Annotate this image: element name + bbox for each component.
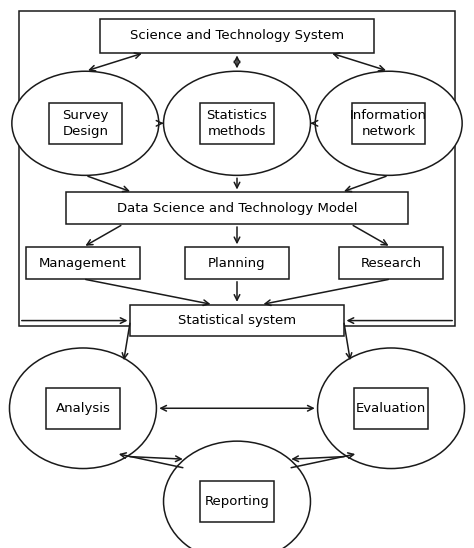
Text: Analysis: Analysis [55,402,110,415]
Bar [130,305,344,336]
Bar [100,19,374,53]
Bar [19,11,455,326]
Ellipse shape [318,348,465,469]
Bar [66,192,408,224]
Text: Survey
Design: Survey Design [62,109,109,138]
Text: Management: Management [39,256,127,270]
Bar [339,247,443,279]
Bar [200,103,274,144]
Ellipse shape [9,348,156,469]
Bar [185,247,289,279]
Text: Planning: Planning [208,256,266,270]
Text: Data Science and Technology Model: Data Science and Technology Model [117,202,357,215]
Text: Research: Research [361,256,421,270]
Bar [48,103,122,144]
Bar [46,388,119,429]
Ellipse shape [12,71,159,175]
Text: Reporting: Reporting [205,495,269,508]
Text: Statistical system: Statistical system [178,314,296,327]
Text: Information
network: Information network [350,109,427,138]
Bar [200,481,274,522]
Ellipse shape [164,441,310,548]
Bar [354,388,428,429]
Text: Statistics
methods: Statistics methods [207,109,267,138]
Bar [26,247,140,279]
Ellipse shape [164,71,310,175]
Text: Science and Technology System: Science and Technology System [130,29,344,42]
Bar [352,103,426,144]
Ellipse shape [315,71,462,175]
Text: Evaluation: Evaluation [356,402,426,415]
